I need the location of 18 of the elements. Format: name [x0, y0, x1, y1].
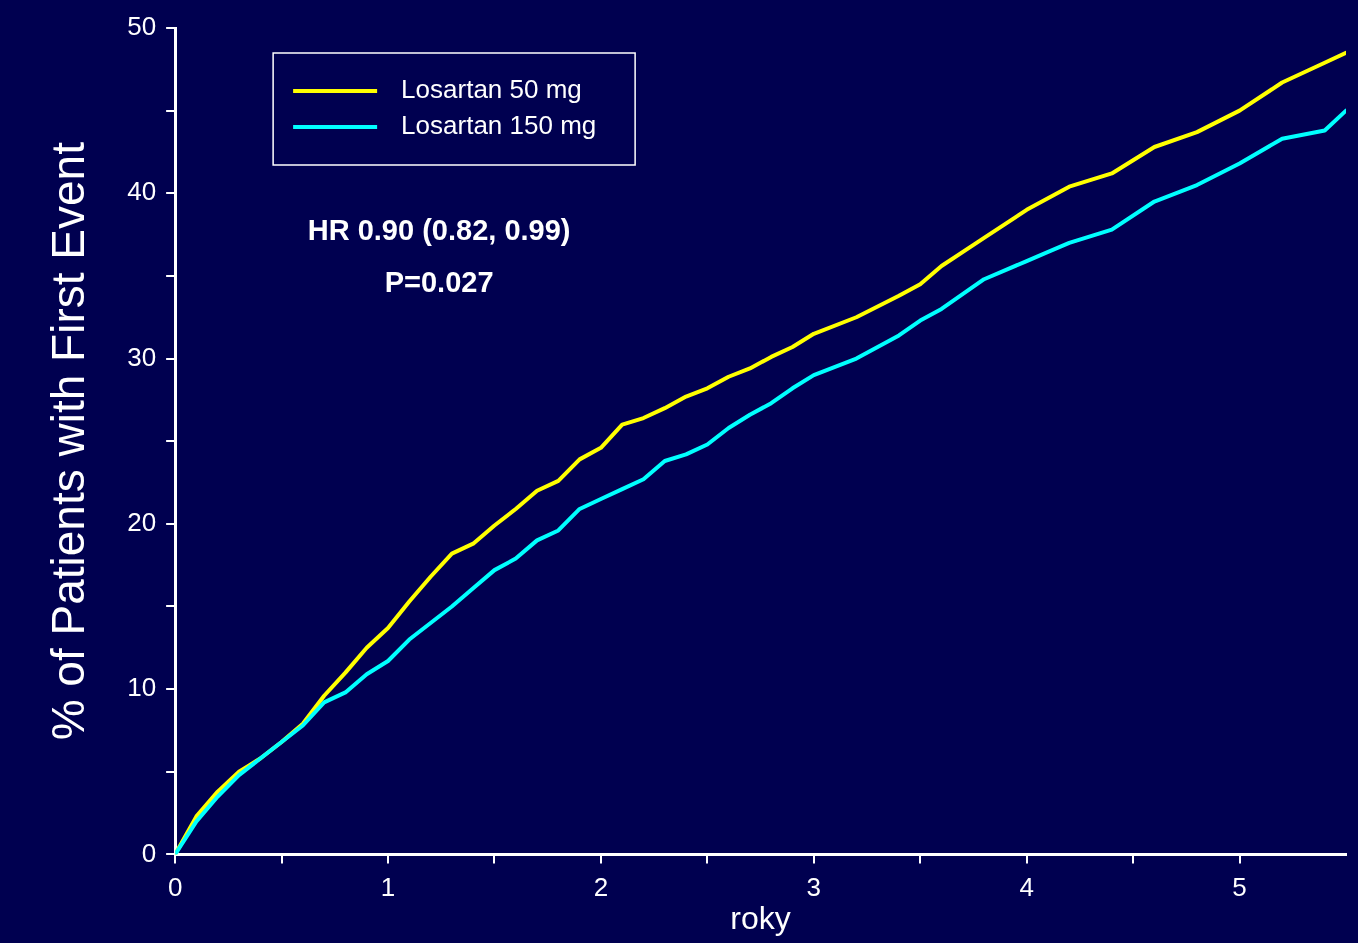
annotation: HR 0.90 (0.82, 0.99): [307, 214, 571, 246]
x-tick-label: 2: [593, 872, 609, 903]
y-axis-title: % of Patients with First Event: [42, 141, 95, 741]
x-tick-label: 1: [380, 872, 396, 903]
y-tick-label: 10: [127, 672, 157, 703]
legend-label: Losartan 50 mg: [401, 74, 582, 105]
y-tick-label: 20: [127, 507, 157, 538]
x-tick-label: 4: [1019, 872, 1034, 903]
y-tick-label: 0: [141, 837, 157, 868]
x-tick-label: 3: [806, 872, 822, 903]
x-axis-title: roky: [730, 899, 791, 936]
legend-label: Losartan 150 mg: [401, 110, 597, 141]
x-tick-label: 0: [167, 872, 183, 903]
y-tick-label: 40: [127, 176, 157, 207]
y-tick-label: 30: [127, 341, 157, 372]
y-tick-label: 50: [127, 11, 157, 42]
x-tick-label: 5: [1232, 872, 1247, 903]
annotation: P=0.027: [384, 266, 494, 298]
